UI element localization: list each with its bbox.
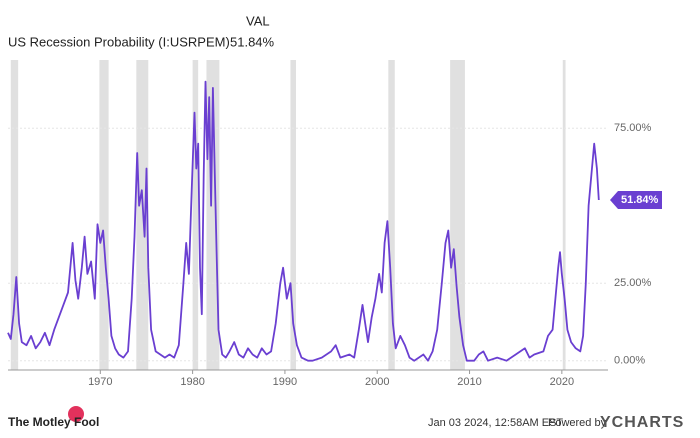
- recession-band: [192, 60, 199, 370]
- chart-title: US Recession Probability (I:USRPEM): [8, 34, 230, 49]
- x-tick-label: 1970: [88, 376, 112, 388]
- y-tick-label: 0.00%: [614, 355, 645, 367]
- powered-by: Powered by: [548, 417, 607, 429]
- x-tick-label: 2010: [457, 376, 481, 388]
- timestamp: Jan 03 2024, 12:58AM EST.: [428, 417, 565, 429]
- x-tick-label: 2000: [365, 376, 389, 388]
- motley-fool-logo: The Motley Fool: [8, 406, 99, 429]
- recession-band: [450, 60, 465, 370]
- recession-band: [10, 60, 19, 370]
- brand: The Motley Fool: [8, 415, 99, 429]
- y-tick-label: 75.00%: [614, 122, 652, 134]
- x-tick-label: 1990: [273, 376, 297, 388]
- provider: YCHARTS: [600, 414, 684, 431]
- logo-icon: [68, 406, 84, 422]
- column-header: VAL: [246, 13, 270, 28]
- current-value: 51.84%: [230, 34, 275, 49]
- data-line: [7, 80, 600, 362]
- recession-band: [290, 60, 296, 370]
- recession-band: [388, 60, 395, 370]
- value-flag: [610, 190, 662, 209]
- recession-band: [99, 60, 109, 370]
- x-tick-label: 1980: [180, 376, 204, 388]
- recession-band: [136, 60, 149, 370]
- y-tick-label: 25.00%: [614, 277, 652, 289]
- recession-band: [562, 60, 566, 370]
- value-flag-label: 51.84%: [621, 194, 659, 206]
- x-tick-label: 2020: [550, 376, 574, 388]
